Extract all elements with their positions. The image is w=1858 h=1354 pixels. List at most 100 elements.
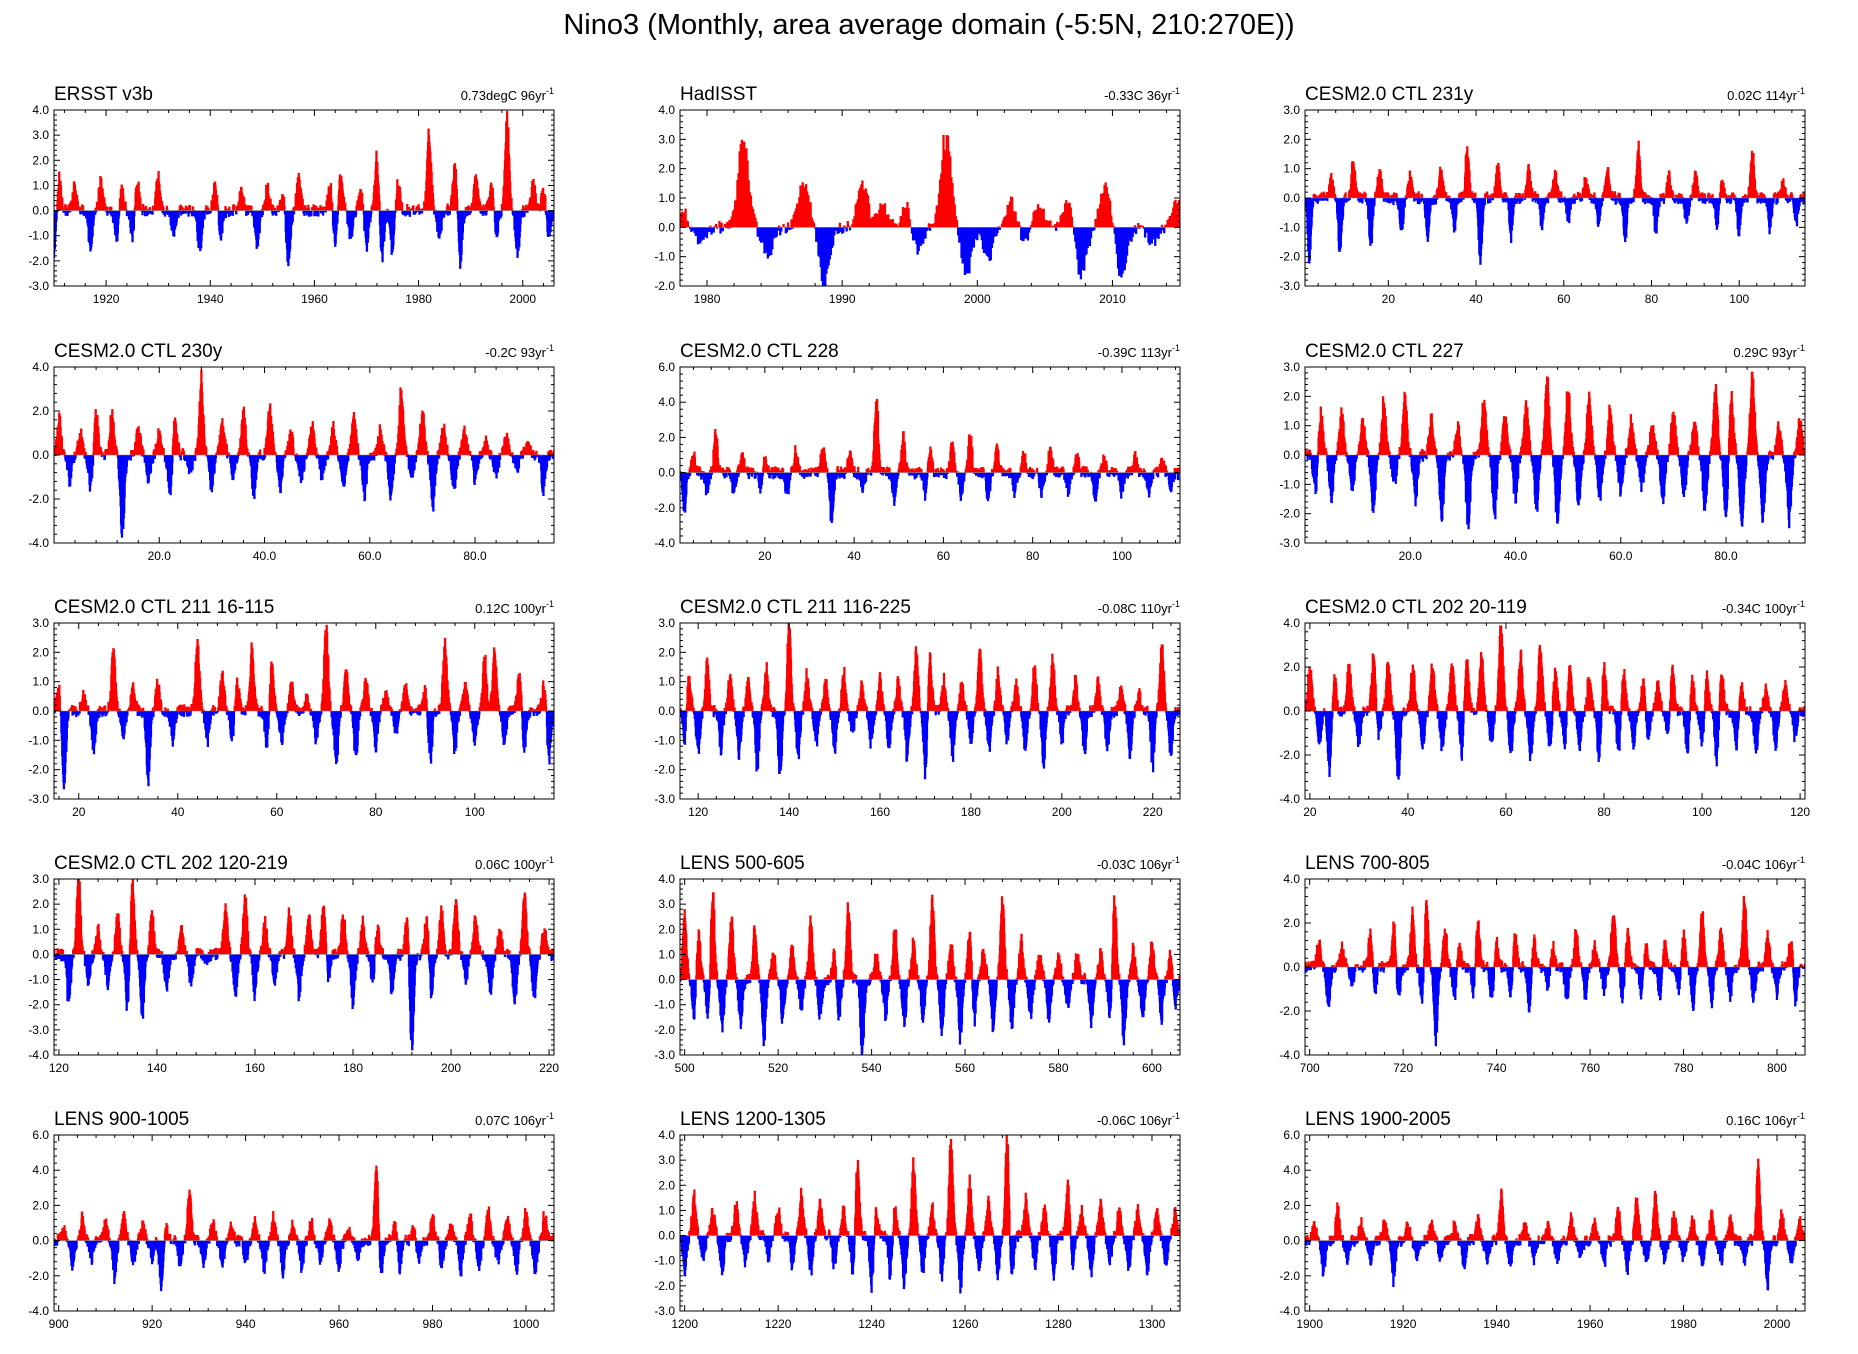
y-tick-label: 3.0 [32, 616, 49, 630]
x-tick-label: 1980 [405, 292, 432, 306]
panel-4: CESM2.0 CTL 230y -0.2C 93yr-1 -4.0 -2.0 0.0 2… [28, 341, 555, 563]
plot-frame [1304, 1134, 1806, 1312]
panel-stat: 0.16C 106yr-1 [1726, 1111, 1805, 1128]
panel-14: LENS 1200-1305 -0.06C 106yr-1 -3.0 -2.0 -1.0… [654, 1109, 1181, 1331]
y-tick-label: 6.0 [32, 1128, 49, 1142]
positive-anomaly-fill [54, 879, 554, 955]
x-tick-label: 20 [1382, 292, 1396, 306]
series-area [680, 134, 1180, 286]
x-tick-label: 100 [465, 805, 485, 819]
y-tick-label: -2.0 [654, 279, 675, 293]
negative-anomaly-fill [54, 954, 554, 1051]
y-tick-label: -2.0 [28, 254, 49, 268]
y-tick-label: 0.0 [658, 704, 675, 718]
x-tick-label: 2000 [964, 292, 991, 306]
panel-13: LENS 900-1005 0.07C 106yr-1 -4.0 -2.0 0.0 2.0… [28, 1109, 555, 1331]
x-tick-label: 1200 [671, 1317, 698, 1331]
positive-anomaly-fill [1305, 371, 1805, 455]
x-tick-label: 200 [441, 1061, 461, 1075]
panel-stat: 0.06C 100yr-1 [475, 855, 554, 872]
x-tick-label: 60 [1557, 292, 1571, 306]
series-area [1305, 1158, 1805, 1291]
panel-stat: 0.29C 93yr-1 [1733, 343, 1805, 360]
x-tick-label: 1980 [694, 292, 721, 306]
x-tick-label: 200 [1052, 805, 1072, 819]
x-tick-label: 100 [1692, 805, 1712, 819]
y-tick-label: 1.0 [658, 1203, 675, 1217]
positive-anomaly-fill [54, 369, 554, 455]
x-tick-label: 40.0 [1504, 549, 1528, 563]
x-tick-label: 1260 [952, 1317, 979, 1331]
y-tick-label: 1.0 [1283, 419, 1300, 433]
x-tick-label: 120 [49, 1061, 69, 1075]
y-tick-label: -1.0 [1279, 477, 1300, 491]
panel-stat: -0.08C 110yr-1 [1098, 599, 1180, 616]
y-tick-label: 2.0 [1283, 660, 1300, 674]
y-tick-label: -2.0 [1279, 1269, 1300, 1283]
panel-stat-unit: -1 [1797, 855, 1805, 865]
x-tick-label: 60 [270, 805, 284, 819]
panel-title: CESM2.0 CTL 228 [680, 341, 839, 362]
y-tick-label: 4.0 [658, 872, 675, 886]
x-tick-label: 80 [1645, 292, 1659, 306]
y-tick-label: 0.0 [1283, 960, 1300, 974]
negative-anomaly-fill [1313, 711, 1805, 780]
y-tick-label: 2.0 [658, 430, 675, 444]
panel-stat-unit: -1 [546, 855, 554, 865]
y-tick-label: 1.0 [658, 191, 675, 205]
y-tick-label: -2.0 [28, 1269, 49, 1283]
negative-anomaly-fill [1305, 1240, 1805, 1291]
y-tick-label: -4.0 [1279, 792, 1300, 806]
panel-stat-unit: -1 [1797, 343, 1805, 353]
panel-stat-unit: -1 [1172, 599, 1180, 609]
x-tick-label: 960 [329, 1317, 349, 1331]
y-tick-label: -1.0 [1279, 220, 1300, 234]
y-tick-label: 4.0 [658, 395, 675, 409]
y-tick-label: -4.0 [1279, 1048, 1300, 1062]
series-area [1305, 625, 1805, 780]
panel-stat-unit: -1 [1797, 599, 1805, 609]
panel-stat-unit: -1 [1172, 343, 1180, 353]
panel-stat: -0.2C 93yr-1 [485, 343, 554, 360]
panel-stat-value: 0.02C 114yr [1727, 88, 1798, 103]
positive-anomaly-fill [1305, 625, 1805, 711]
y-tick-label: -2.0 [1279, 748, 1300, 762]
y-tick-label: -1.0 [654, 733, 675, 747]
y-tick-label: 0.0 [1283, 191, 1300, 205]
plot-frame [53, 878, 555, 1056]
panel-title: CESM2.0 CTL 211 116-225 [680, 597, 911, 618]
x-tick-label: 20 [72, 805, 86, 819]
positive-anomaly-fill [680, 398, 1180, 473]
y-tick-label: 2.0 [658, 922, 675, 936]
y-tick-label: -3.0 [28, 279, 49, 293]
y-tick-label: -3.0 [28, 1023, 49, 1037]
x-tick-label: 20 [758, 549, 772, 563]
panel-9: CESM2.0 CTL 202 20-119 -0.34C 100yr-1 -4.0… [1279, 597, 1810, 819]
panel-stat-unit: -1 [546, 599, 554, 609]
panel-8: CESM2.0 CTL 211 116-225 -0.08C 110yr-1 -3.… [654, 597, 1181, 819]
panel-stat-value: 0.73degC 96yr [461, 88, 547, 103]
y-tick-label: 0.0 [658, 973, 675, 987]
y-tick-label: 4.0 [658, 1128, 675, 1142]
x-tick-label: 520 [768, 1061, 788, 1075]
panel-stat-unit: -1 [1172, 1111, 1180, 1121]
positive-anomaly-fill [688, 1135, 1180, 1236]
panel-stat-value: -0.03C 106yr [1097, 857, 1173, 872]
x-tick-label: 120 [688, 805, 708, 819]
y-tick-label: -1.0 [654, 1254, 675, 1268]
panel-12: LENS 700-805 -0.04C 106yr-1 -4.0 -2.0 0.0 2.0… [1279, 853, 1806, 1075]
y-tick-label: 2.0 [32, 897, 49, 911]
panel-stat-value: -0.34C 100yr [1722, 601, 1798, 616]
x-tick-label: 40 [1469, 292, 1483, 306]
x-tick-label: 40 [171, 805, 185, 819]
y-tick-label: 1.0 [1283, 162, 1300, 176]
panel-stat: -0.03C 106yr-1 [1097, 855, 1180, 872]
y-tick-label: 2.0 [1283, 389, 1300, 403]
panel-title: CESM2.0 CTL 202 120-219 [54, 853, 288, 874]
y-tick-label: 1.0 [32, 178, 49, 192]
x-tick-label: 100 [1729, 292, 1749, 306]
y-tick-label: 3.0 [658, 897, 675, 911]
panel-stat-value: 0.06C 100yr [475, 857, 546, 872]
x-tick-label: 1960 [301, 292, 328, 306]
y-tick-label: -1.0 [654, 998, 675, 1012]
